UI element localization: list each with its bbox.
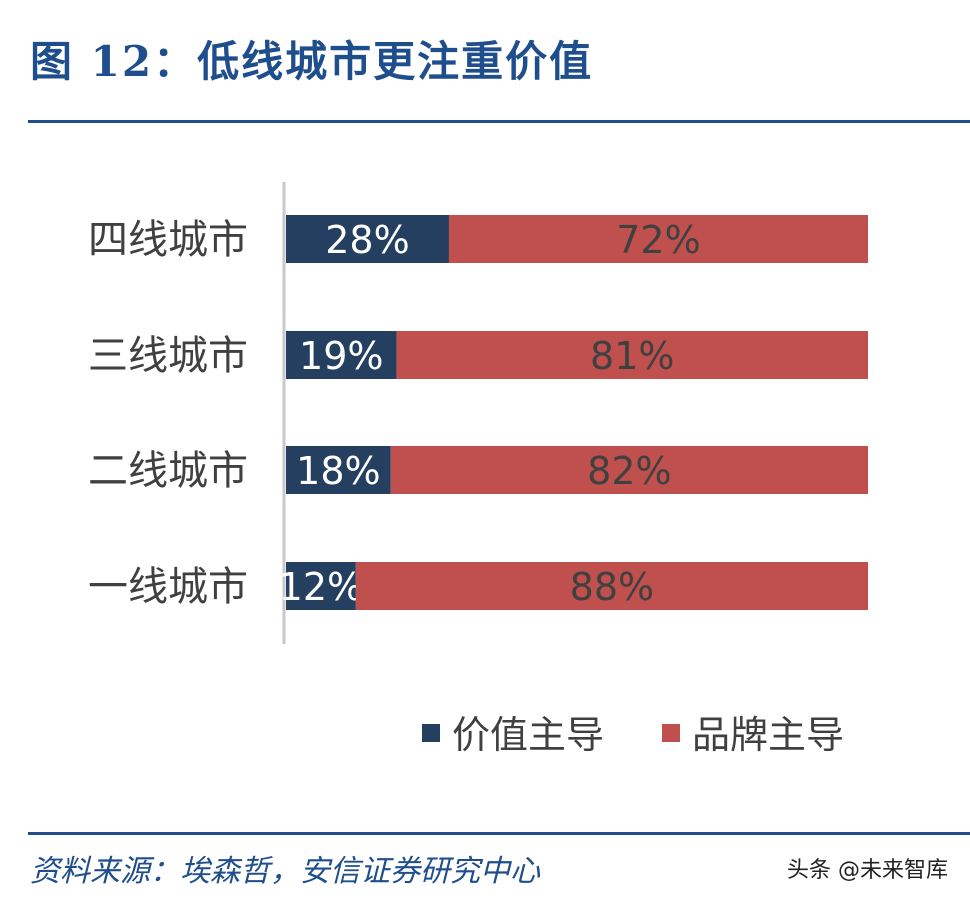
category-label: 四线城市	[88, 217, 248, 263]
bar-segment	[448, 215, 868, 263]
category-label: 二线城市	[88, 448, 248, 494]
category-label: 三线城市	[88, 333, 248, 379]
data-label: 19%	[299, 334, 383, 378]
stacked-bar-chart: 四线城市 28% 72% 三线城市 19% 81% 二线城市 18% 82% 一线城市 12% 88%…	[88, 182, 869, 757]
legend-swatch	[662, 724, 680, 742]
bar-segment	[286, 562, 356, 610]
bar-segment	[286, 446, 391, 494]
source-divider	[28, 832, 970, 835]
data-label: 28%	[325, 218, 409, 262]
chart-title: 图 12：低线城市更注重价值	[30, 37, 594, 86]
data-label: 72%	[616, 218, 700, 262]
title-divider	[28, 120, 970, 123]
bar-segment	[286, 331, 397, 379]
data-label: 18%	[296, 449, 380, 493]
data-label: 88%	[570, 565, 654, 609]
legend-swatch	[422, 724, 440, 742]
data-label: 81%	[590, 334, 674, 378]
legend-label: 价值主导	[452, 713, 604, 757]
data-label: 12%	[279, 565, 363, 609]
bar-segment	[396, 331, 868, 379]
bar-segment	[286, 215, 449, 263]
watermark: 头条 @未来智库	[787, 858, 948, 883]
bar-segment	[355, 562, 869, 610]
source-note: 资料来源：埃森哲，安信证券研究中心	[30, 854, 540, 889]
category-label: 一线城市	[88, 564, 248, 610]
bar-segment	[390, 446, 868, 494]
legend-label: 品牌主导	[692, 713, 844, 757]
data-label: 82%	[587, 449, 671, 493]
